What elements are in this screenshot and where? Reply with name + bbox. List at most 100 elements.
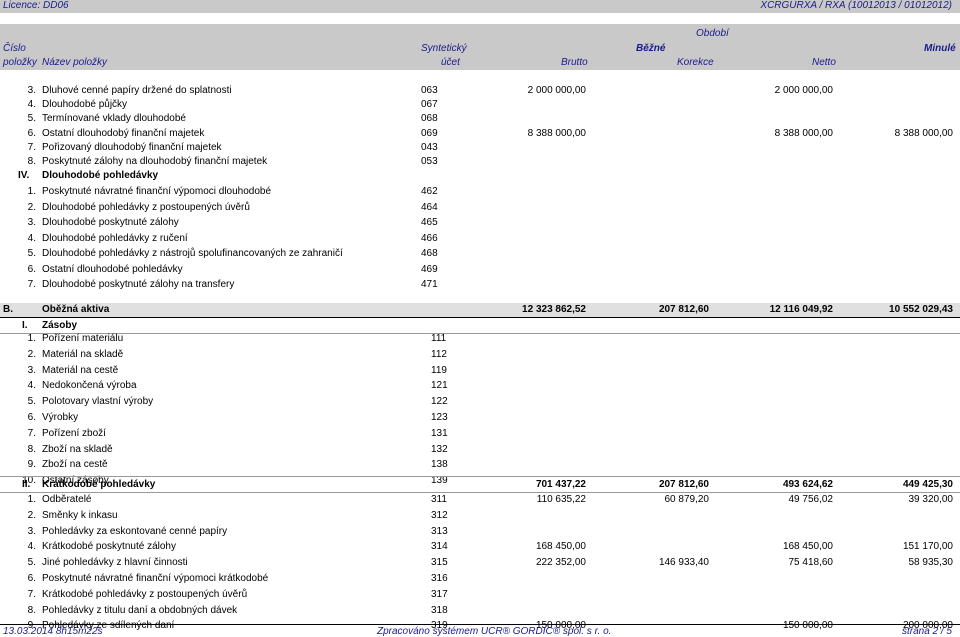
section-i-underline: [0, 333, 960, 334]
item-name: Zboží na skladě: [42, 443, 113, 455]
value-netto: 8 388 000,00: [774, 127, 833, 139]
value-brutto: 150 000,00: [535, 620, 586, 632]
item-name: Dluhové cenné papíry držené do splatnost…: [42, 85, 232, 96]
value-minule: 151 170,00: [902, 541, 953, 553]
item-number: 1.: [27, 333, 36, 344]
header-ucet: účet: [441, 57, 460, 68]
account-number: 465: [421, 217, 438, 228]
section-b-num: B.: [3, 304, 13, 315]
item-number: 2.: [27, 509, 36, 521]
item-number: 4.: [27, 232, 36, 244]
section-b-line: [0, 317, 960, 318]
table-row: 4. Krátkodobé poskytnuté zálohy 314 168 450…: [0, 541, 960, 554]
item-number: 6.: [27, 263, 36, 275]
account-number: 122: [431, 396, 448, 408]
item-number: 4.: [27, 380, 36, 392]
table-row: 7. Pořízení zboží 131: [0, 428, 960, 441]
section-b-korekce: 207 812,60: [658, 304, 709, 315]
account-number: 466: [421, 232, 438, 244]
table-row: 2. Směnky k inkasu 312: [0, 510, 960, 523]
table-row: 6. Ostatní dlouhodobý finanční majetek 069…: [0, 128, 960, 141]
item-name: Odběratelé: [42, 494, 92, 505]
item-name: Materiál na cestě: [42, 364, 119, 376]
account-number: 311: [431, 494, 447, 505]
item-number: 10.: [22, 475, 36, 487]
item-number: 4.: [27, 541, 36, 553]
section-ii-minule: 449 425,30: [902, 479, 953, 490]
section-b-bar: [0, 303, 960, 317]
item-number: 2.: [27, 348, 36, 360]
section-iv-num: IV.: [18, 170, 30, 181]
value-minule: 8 388 000,00: [894, 127, 953, 139]
account-number: 313: [431, 525, 448, 537]
item-name: Pořízení materiálu: [42, 333, 124, 344]
account-number: 314: [431, 541, 448, 553]
account-number: 119: [431, 364, 447, 376]
account-number: 053: [421, 156, 438, 167]
item-name: Poskytnuté návratné finanční výpomoci kr…: [42, 573, 269, 584]
header-nazev: Název položky: [42, 57, 108, 68]
table-row: 4. Nedokončená výroba 121: [0, 380, 960, 393]
item-name: Termínované vklady dlouhodobé: [42, 113, 186, 125]
section-ii-korekce: 207 812,60: [658, 479, 709, 490]
account-number: 132: [431, 443, 448, 455]
section-iv-name: Dlouhodobé pohledávky: [42, 170, 159, 181]
account-number: 123: [431, 412, 448, 423]
table-row: 5. Termínované vklady dlouhodobé 068: [0, 113, 960, 126]
item-name: Dlouhodobé poskytnuté zálohy: [42, 217, 179, 228]
account-number: 121: [431, 380, 448, 392]
table-row: 4. Dlouhodobé pohledávky z ručení 466: [0, 233, 960, 246]
value-korekce: 60 879,20: [664, 494, 710, 505]
value-netto: 2 000 000,00: [774, 85, 833, 96]
item-number: 5.: [27, 396, 36, 408]
value-brutto: 2 000 000,00: [527, 85, 586, 96]
item-number: 3.: [27, 217, 36, 228]
item-number: 3.: [27, 85, 36, 96]
account-number: 139: [431, 475, 448, 487]
footer-line: [0, 624, 960, 625]
report-code: XCRGURXA / RXA (10012013 / 01012012): [760, 0, 952, 11]
item-number: 6.: [27, 127, 36, 139]
section-i-row: I. Zásoby: [0, 320, 960, 333]
table-row: 7. Krátkodobé pohledávky z postoupených ú…: [0, 589, 960, 602]
account-number: 464: [421, 201, 438, 213]
item-name: Poskytnuté návratné finanční výpomoci dl…: [42, 186, 272, 197]
account-number: 067: [421, 99, 438, 111]
table-row: 8. Pohledávky z titulu daní a obdobných d…: [0, 605, 960, 618]
item-name: Pohledávky ze sdílených daní: [42, 620, 175, 632]
item-number: 5.: [27, 113, 36, 125]
section-b-brutto: 12 323 862,52: [522, 304, 586, 315]
table-row: 1. Pořízení materiálu 111: [0, 333, 960, 346]
section-ii-netto: 493 624,62: [782, 479, 833, 490]
table-row: 4. Dlouhodobé půjčky 067: [0, 99, 960, 112]
item-number: 7.: [27, 279, 36, 290]
header-obdobi: Období: [696, 28, 729, 39]
item-number: 6.: [27, 573, 36, 584]
item-name: Ostatní dlouhodobé pohledávky: [42, 263, 183, 275]
value-brutto: 222 352,00: [535, 557, 586, 569]
table-row: 7. Dlouhodobé poskytnuté zálohy na transf…: [0, 279, 960, 292]
item-name: Krátkodobé poskytnuté zálohy: [42, 541, 176, 553]
table-row: 2. Materiál na skladě 112: [0, 349, 960, 362]
value-minule: 200 000,00: [902, 620, 953, 632]
item-number: 9.: [27, 459, 36, 471]
item-name: Dlouhodobé pohledávky z postoupených úvě…: [42, 201, 250, 213]
item-name: Pohledávky za eskontované cenné papíry: [42, 525, 228, 537]
section-iv-row: IV. Dlouhodobé pohledávky: [0, 170, 960, 183]
section-ii-brutto: 701 437,22: [535, 479, 586, 490]
table-row: 6. Ostatní dlouhodobé pohledávky 469: [0, 264, 960, 277]
item-name: Pořizovaný dlouhodobý finanční majetek: [42, 141, 222, 153]
item-number: 8.: [27, 604, 36, 616]
account-number: 068: [421, 113, 438, 125]
table-row: 3. Materiál na cestě 119: [0, 365, 960, 378]
section-ii-num: II.: [22, 479, 31, 490]
item-name: Dlouhodobé půjčky: [42, 99, 128, 111]
table-row: 5. Polotovary vlastní výroby 122: [0, 396, 960, 409]
item-name: Dlouhodobé pohledávky z nástrojů spolufi…: [42, 248, 343, 259]
account-number: 111: [431, 333, 447, 344]
item-number: 7.: [27, 427, 36, 439]
footer-system: Zpracováno systémem UCR® GORDIC® spol. s…: [377, 626, 612, 637]
header-korekce: Korekce: [677, 57, 714, 68]
account-number: 112: [431, 348, 447, 360]
account-number: 138: [431, 459, 448, 471]
